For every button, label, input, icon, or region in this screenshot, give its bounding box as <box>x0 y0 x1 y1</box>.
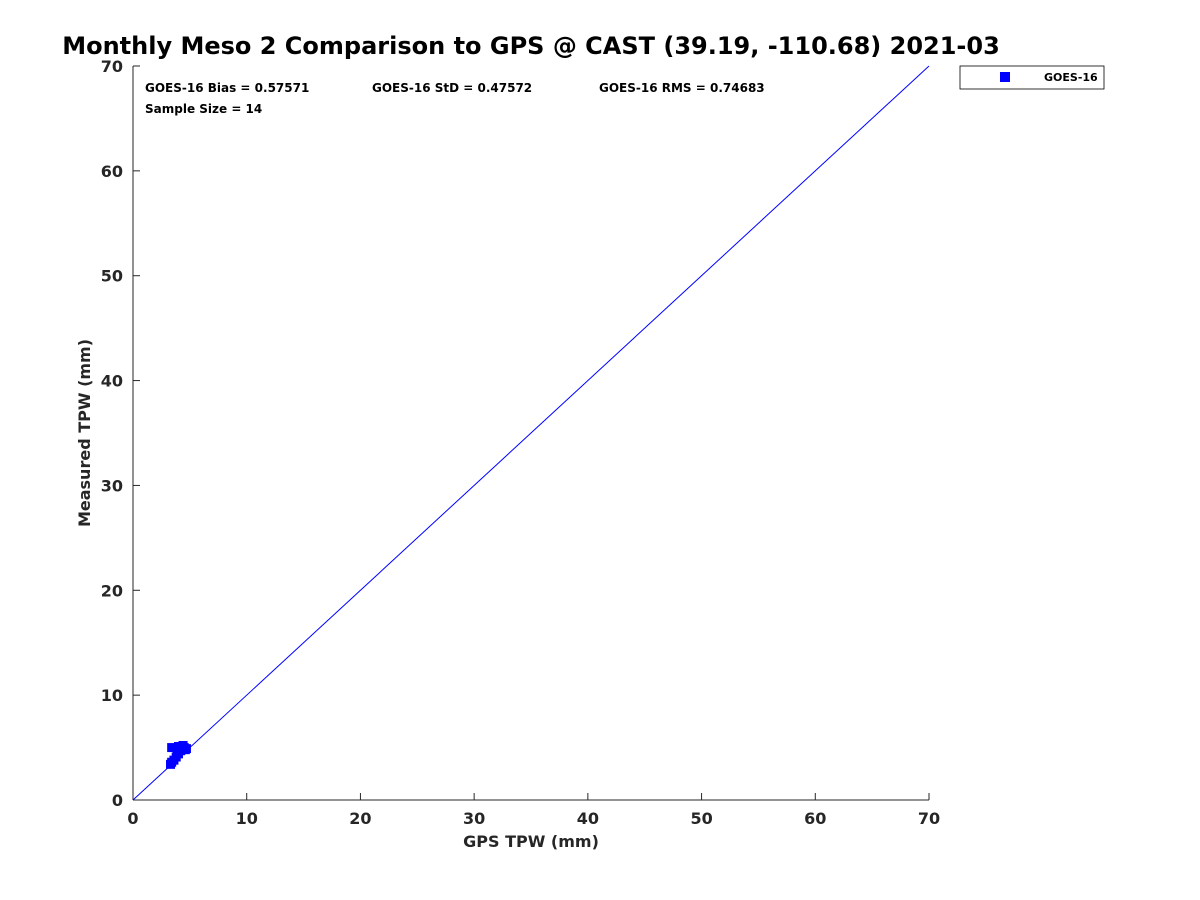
std-stat: GOES-16 StD = 0.47572 <box>372 81 532 95</box>
rms-stat: GOES-16 RMS = 0.74683 <box>599 81 765 95</box>
y-axis-label: Measured TPW (mm) <box>75 339 94 527</box>
legend-marker <box>1000 72 1010 82</box>
y-tick-label: 40 <box>101 372 123 391</box>
sample-size-stat: Sample Size = 14 <box>145 102 262 116</box>
one-to-one-line <box>132 65 930 801</box>
data-point <box>173 742 183 752</box>
x-axis-ticks: 0 10 20 30 40 50 60 70 <box>127 793 940 828</box>
legend-box <box>959 65 1105 90</box>
x-tick-label: 30 <box>463 809 485 828</box>
x-tick-label: 10 <box>236 809 258 828</box>
x-tick-label: 70 <box>918 809 940 828</box>
plot-area <box>132 65 930 801</box>
y-tick-label: 50 <box>101 267 123 286</box>
x-axis-label: GPS TPW (mm) <box>463 832 599 851</box>
x-tick-label: 20 <box>349 809 371 828</box>
data-point <box>167 743 177 753</box>
y-tick-label: 30 <box>101 476 123 495</box>
x-tick-label: 0 <box>127 809 138 828</box>
data-point <box>181 744 191 754</box>
y-tick-label: 20 <box>101 581 123 600</box>
x-tick-label: 60 <box>804 809 826 828</box>
data-point <box>172 747 182 757</box>
y-axis-ticks: 0 10 20 30 40 50 60 70 <box>101 57 140 810</box>
bias-stat: GOES-16 Bias = 0.57571 <box>145 81 309 95</box>
y-tick-label: 60 <box>101 162 123 181</box>
y-tick-label: 0 <box>112 791 123 810</box>
x-tick-label: 50 <box>690 809 712 828</box>
y-tick-label: 10 <box>101 686 123 705</box>
legend-label: GOES-16 <box>1044 71 1098 84</box>
x-tick-label: 40 <box>577 809 599 828</box>
legend: GOES-16 <box>959 65 1105 90</box>
chart-title: Monthly Meso 2 Comparison to GPS @ CAST … <box>62 32 1000 60</box>
y-tick-label: 70 <box>101 57 123 76</box>
